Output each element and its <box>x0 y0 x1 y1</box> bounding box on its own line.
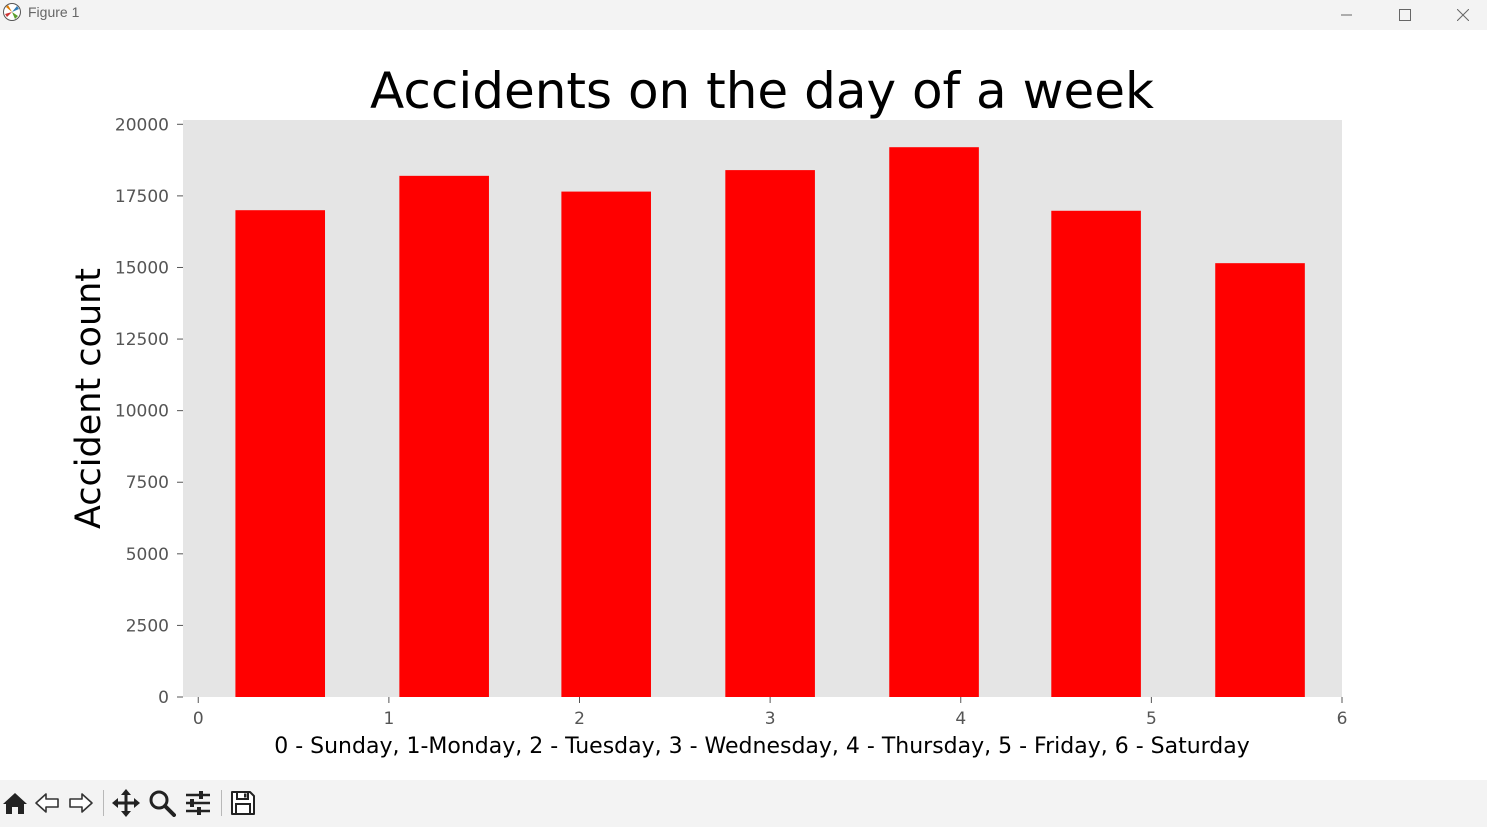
figure-canvas[interactable]: Accidents on the day of a week 0 2500 5000… <box>0 30 1487 780</box>
x-tick-label: 4 <box>955 709 966 729</box>
close-icon <box>1457 9 1469 21</box>
x-tick-label: 3 <box>765 709 776 729</box>
zoom-button[interactable] <box>147 788 177 818</box>
y-axis: 0 2500 5000 7500 10000 12500 15000 17500 20000 <box>115 115 183 708</box>
bar <box>561 191 651 698</box>
bar <box>1215 263 1305 697</box>
minimize-icon <box>1341 14 1352 16</box>
configure-subplots-icon <box>186 791 210 815</box>
y-tick-label: 12500 <box>115 330 169 350</box>
y-tick-label: 5000 <box>126 545 169 565</box>
toolbar-separator <box>221 790 222 816</box>
minimize-button[interactable] <box>1318 0 1376 30</box>
y-tick-label: 10000 <box>115 402 169 422</box>
save-icon <box>231 791 255 815</box>
x-tick-label: 5 <box>1146 709 1157 729</box>
bar-chart: Accidents on the day of a week 0 2500 5000… <box>69 62 1348 759</box>
x-tick-label: 0 <box>193 709 204 729</box>
chart-title: Accidents on the day of a week <box>370 62 1154 120</box>
home-button[interactable] <box>0 788 30 818</box>
close-button[interactable] <box>1434 0 1487 30</box>
maximize-button[interactable] <box>1376 0 1434 30</box>
navigation-toolbar <box>0 780 1487 827</box>
y-axis-label: Accident count <box>69 268 109 529</box>
window-title: Figure 1 <box>28 4 80 20</box>
x-axis: 0 1 2 3 4 5 6 <box>193 697 1348 729</box>
pan-button[interactable] <box>111 788 141 818</box>
pan-icon <box>112 789 140 817</box>
home-icon <box>3 793 27 814</box>
y-tick-label: 0 <box>158 688 169 708</box>
save-button[interactable] <box>228 788 258 818</box>
forward-button[interactable] <box>66 788 96 818</box>
bar <box>889 147 979 697</box>
y-tick-label: 7500 <box>126 473 169 493</box>
bars-group <box>235 147 1305 698</box>
x-tick-label: 6 <box>1337 709 1348 729</box>
bar <box>1051 210 1141 698</box>
maximize-icon <box>1399 9 1411 21</box>
y-tick-label: 20000 <box>115 115 169 135</box>
bar <box>235 210 326 697</box>
bar <box>399 175 489 697</box>
bar <box>725 170 815 697</box>
x-tick-label: 2 <box>574 709 585 729</box>
zoom-icon <box>149 790 176 817</box>
x-axis-label: 0 - Sunday, 1-Monday, 2 - Tuesday, 3 - W… <box>274 734 1250 759</box>
back-icon <box>35 793 59 813</box>
matplotlib-logo-icon <box>3 3 21 21</box>
forward-icon <box>69 793 93 813</box>
y-tick-label: 17500 <box>115 187 169 207</box>
back-button[interactable] <box>32 788 62 818</box>
window-title-bar: Figure 1 <box>0 0 1487 30</box>
y-tick-label: 2500 <box>126 616 169 636</box>
x-tick-label: 1 <box>383 709 394 729</box>
toolbar-separator <box>103 790 104 816</box>
configure-subplots-button[interactable] <box>183 788 213 818</box>
y-tick-label: 15000 <box>115 258 169 278</box>
